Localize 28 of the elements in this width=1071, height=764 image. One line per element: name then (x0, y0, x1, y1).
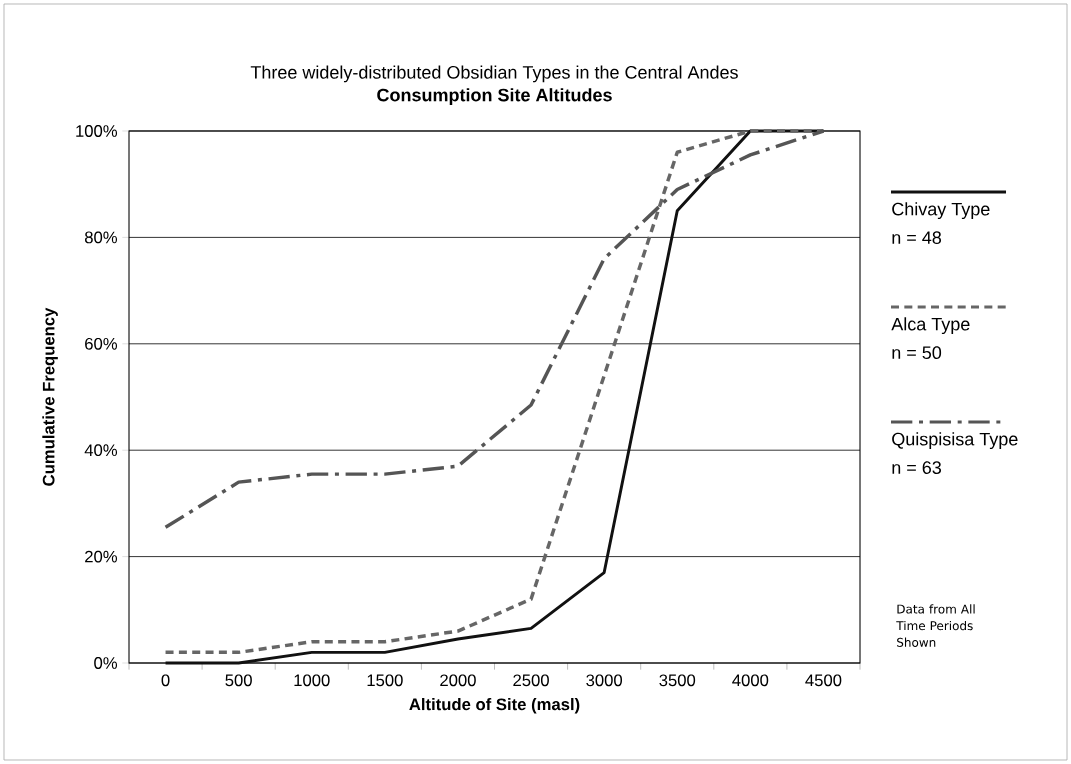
x-tick-label: 1500 (367, 674, 403, 687)
x-tick-label: 1000 (294, 674, 330, 687)
text: Data from All Time Periods Shown (896, 604, 975, 647)
chart-subtitle: Consumption Site Altitudes (377, 88, 612, 105)
y-axis-title: Cumulative Frequency (42, 307, 58, 486)
y-tick-label: 80% (85, 231, 118, 244)
text: n = 63 (892, 461, 942, 474)
text: Quispisisa Type (892, 432, 1018, 450)
x-tick-label: 4000 (732, 674, 769, 687)
x-tick-label: 2000 (440, 674, 476, 687)
text: n = 50 (892, 346, 942, 359)
x-axis-title: Altitude of Site (masl) (409, 697, 580, 714)
x-tick-label: 4500 (805, 674, 842, 687)
y-tick-label: 100% (76, 125, 118, 137)
x-tick-label: 0 (161, 674, 170, 687)
chart-title: Three widely-distributed Obsidian Types in the Central Andes (250, 65, 738, 83)
text: n = 48 (892, 231, 942, 244)
x-tick-label: 2500 (513, 674, 549, 687)
line-series (163, 129, 826, 530)
x-tick-label: 3500 (659, 674, 696, 687)
x-tick-label: 500 (225, 674, 252, 687)
y-tick-label: 60% (85, 337, 118, 350)
text: Chivay Type (892, 202, 990, 220)
text: Alca Type (891, 317, 970, 335)
y-tick-label: 40% (84, 444, 118, 457)
y-tick-label: 20% (85, 550, 118, 563)
y-tick-label: 0% (94, 657, 118, 669)
x-tick-label: 3000 (586, 674, 623, 687)
